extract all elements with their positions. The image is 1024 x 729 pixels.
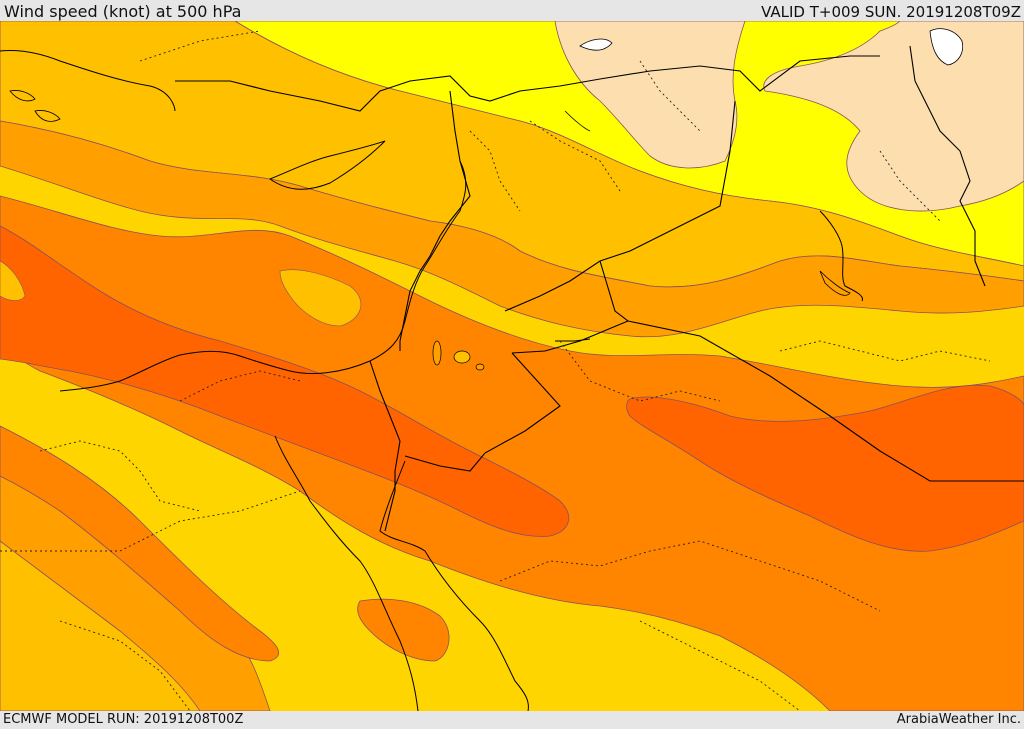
wind-band-beige-east bbox=[763, 21, 1024, 212]
wind-band-southwest-light bbox=[0, 540, 201, 711]
national-borders bbox=[175, 45, 1024, 532]
header-bar: Wind speed (knot) at 500 hPa VALID T+009… bbox=[0, 0, 1024, 21]
wind-band-beige-north bbox=[554, 21, 746, 169]
wind-band-red-orange-east bbox=[626, 384, 1024, 552]
wind-speed-map[interactable] bbox=[0, 21, 1024, 711]
credit-text: ArabiaWeather Inc. bbox=[896, 712, 1021, 727]
coastlines bbox=[0, 50, 864, 711]
wind-island-2 bbox=[0, 260, 26, 301]
map-title: Wind speed (knot) at 500 hPa bbox=[4, 2, 242, 21]
wind-band-southwest-deep bbox=[0, 425, 280, 662]
wind-band-orange bbox=[0, 120, 1024, 338]
valid-time: VALID T+009 SUN. 20191208T09Z bbox=[761, 3, 1021, 21]
wind-band-red-sea-patch bbox=[357, 598, 450, 662]
wind-island-1 bbox=[279, 269, 362, 327]
small-lakes bbox=[432, 340, 485, 371]
regional-boundaries bbox=[0, 30, 991, 711]
footer-bar: ECMWF MODEL RUN: 20191208T00Z ArabiaWeat… bbox=[0, 711, 1024, 729]
water-features bbox=[579, 28, 964, 66]
wind-band-red-orange-west bbox=[0, 225, 570, 537]
model-run: ECMWF MODEL RUN: 20191208T00Z bbox=[3, 712, 244, 727]
islands bbox=[9, 90, 851, 296]
